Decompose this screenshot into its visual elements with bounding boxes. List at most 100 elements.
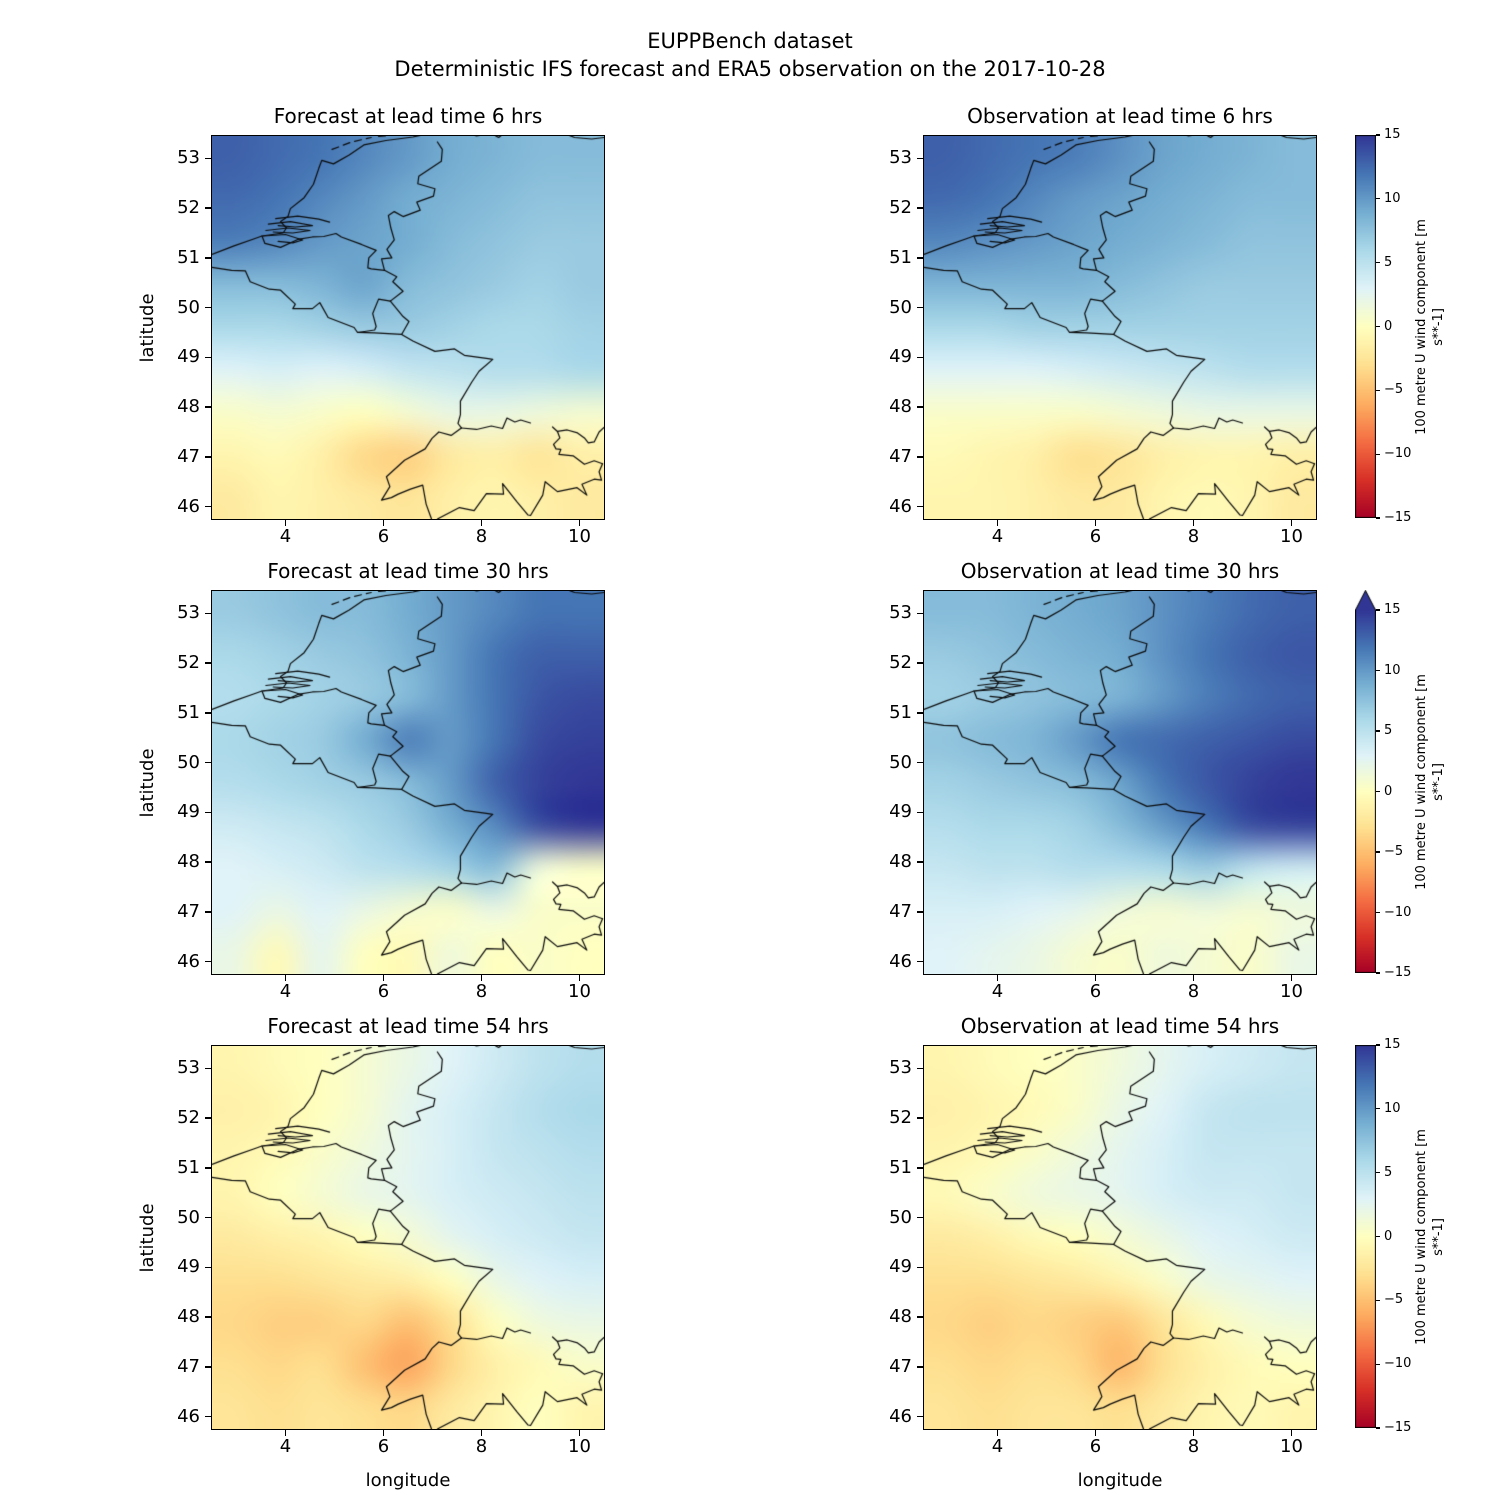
- figure-suptitle-line2: Deterministic IFS forecast and ERA5 obse…: [394, 57, 1106, 81]
- panel-observation-54hrs: Observation at lead time 54 hrs longitud…: [889, 1014, 1317, 1491]
- y-tick-mark: [205, 1067, 211, 1070]
- y-tick-mark: [205, 811, 211, 814]
- colorbar-tick-mark: [1376, 453, 1380, 455]
- y-tick-mark: [917, 306, 923, 309]
- y-tick-label: 50: [177, 751, 200, 773]
- colorbar-tick-label: 15: [1384, 602, 1401, 617]
- x-tick-label: 10: [568, 981, 591, 1002]
- colorbar-tick-mark: [1376, 1044, 1380, 1046]
- y-tick-label: 52: [177, 652, 200, 674]
- y-tick-label: 49: [177, 346, 200, 368]
- panel-title: Forecast at lead time 54 hrs: [267, 1014, 549, 1038]
- y-tick-mark: [917, 911, 923, 913]
- y-tick-label: 46: [177, 950, 200, 972]
- map-canvas-observation-54hrs: [924, 1046, 1316, 1429]
- y-tick-label: 47: [889, 900, 912, 922]
- y-tick-mark: [205, 1216, 211, 1219]
- colorbar-row-1: 100 metre U wind component [m s**-1] 15 1…: [1355, 127, 1446, 525]
- colorbar-tick-mark: [1376, 517, 1380, 519]
- y-tick-mark: [205, 207, 211, 209]
- y-tick-label: 47: [889, 1355, 912, 1377]
- y-tick-label: 49: [889, 801, 912, 823]
- map-canvas-forecast-30hrs: [212, 591, 604, 974]
- x-tick-mark: [1094, 975, 1097, 981]
- colorbar-tick-mark: [1376, 389, 1380, 391]
- colorbar-tick-mark: [1376, 1172, 1380, 1174]
- y-tick-mark: [917, 356, 923, 359]
- y-tick-mark: [205, 662, 211, 664]
- y-tick-label: 51: [177, 246, 200, 268]
- x-tick-label: 4: [279, 981, 292, 1002]
- colorbar-label-line2: s**-1]: [1431, 762, 1446, 801]
- y-tick-label: 46: [177, 495, 200, 517]
- y-tick-mark: [917, 1067, 923, 1070]
- colorbar-tick-label: 5: [1384, 723, 1393, 738]
- y-tick-mark: [917, 1316, 923, 1318]
- y-tick-mark: [205, 406, 211, 408]
- colorbar-tick-mark: [1376, 790, 1380, 793]
- y-tick-mark: [205, 257, 211, 259]
- x-tick-label: 4: [991, 1436, 1004, 1457]
- y-tick-label: 50: [889, 1206, 912, 1228]
- x-tick-label: 8: [1187, 1436, 1200, 1457]
- y-tick-label: 53: [177, 147, 200, 169]
- x-tick-label: 10: [1280, 1436, 1303, 1457]
- y-tick-mark: [205, 612, 211, 615]
- x-tick-mark: [578, 520, 581, 526]
- colorbar-tick-mark: [1376, 198, 1380, 200]
- y-tick-label: 48: [177, 851, 200, 873]
- y-tick-mark: [205, 960, 211, 963]
- y-tick-label: 51: [889, 1156, 912, 1178]
- y-tick-mark: [917, 257, 923, 259]
- y-tick-mark: [917, 505, 923, 508]
- y-tick-label: 50: [177, 296, 200, 318]
- y-tick-mark: [917, 1216, 923, 1219]
- colorbar-tick-mark: [1376, 730, 1380, 732]
- x-tick-label: 8: [1187, 981, 1200, 1002]
- x-tick-mark: [578, 1430, 581, 1436]
- y-tick-label: 52: [889, 652, 912, 674]
- panel-observation-6hrs: Observation at lead time 6 hrs 53 52 51 50 4…: [889, 104, 1317, 547]
- y-tick-mark: [917, 456, 923, 458]
- colorbar-tick-mark: [1376, 1363, 1380, 1365]
- x-tick-label: 4: [991, 526, 1004, 547]
- panel-forecast-30hrs: Forecast at lead time 30 hrs latitude 53…: [137, 559, 605, 1002]
- colorbar-tick-label: 10: [1384, 1100, 1401, 1116]
- colorbar-row-2: 100 metre U wind component [m s**-1] 15 1…: [1355, 590, 1446, 980]
- x-tick-label: 10: [1280, 526, 1303, 547]
- x-tick-mark: [480, 1430, 483, 1436]
- y-tick-mark: [917, 811, 923, 814]
- colorbar-tick-mark: [1376, 911, 1380, 914]
- panel-title: Observation at lead time 54 hrs: [960, 1014, 1280, 1038]
- x-tick-mark: [1290, 520, 1293, 526]
- colorbar-gradient: [1355, 590, 1376, 973]
- y-tick-mark: [917, 712, 923, 714]
- y-tick-label: 51: [177, 701, 200, 723]
- x-tick-mark: [996, 520, 999, 526]
- map-canvas-observation-30hrs: [924, 591, 1316, 974]
- panel-title: Forecast at lead time 30 hrs: [267, 559, 549, 583]
- y-tick-label: 48: [889, 851, 912, 873]
- x-tick-label: 8: [475, 526, 488, 547]
- y-tick-mark: [917, 662, 923, 664]
- y-tick-label: 53: [177, 1057, 200, 1079]
- y-tick-mark: [205, 505, 211, 508]
- x-tick-label: 10: [1280, 981, 1303, 1002]
- y-axis-label: latitude: [137, 747, 158, 818]
- colorbar-tick-label: −5: [1384, 382, 1404, 398]
- x-tick-label: 6: [377, 1436, 390, 1457]
- y-tick-label: 47: [889, 445, 912, 467]
- y-tick-mark: [205, 1316, 211, 1318]
- x-tick-label: 6: [1089, 981, 1102, 1002]
- y-tick-mark: [205, 911, 211, 913]
- colorbar-tick-mark: [1376, 325, 1380, 328]
- colorbar-tick-label: 15: [1384, 1037, 1401, 1052]
- colorbar-tick-label: 0: [1384, 783, 1393, 799]
- x-tick-mark: [1094, 520, 1097, 526]
- y-tick-label: 49: [889, 346, 912, 368]
- y-tick-mark: [205, 712, 211, 714]
- colorbar-tick-mark: [1376, 972, 1380, 974]
- colorbar-tick-label: 0: [1384, 1228, 1393, 1244]
- x-tick-mark: [1290, 1430, 1293, 1436]
- x-tick-mark: [1192, 1430, 1195, 1436]
